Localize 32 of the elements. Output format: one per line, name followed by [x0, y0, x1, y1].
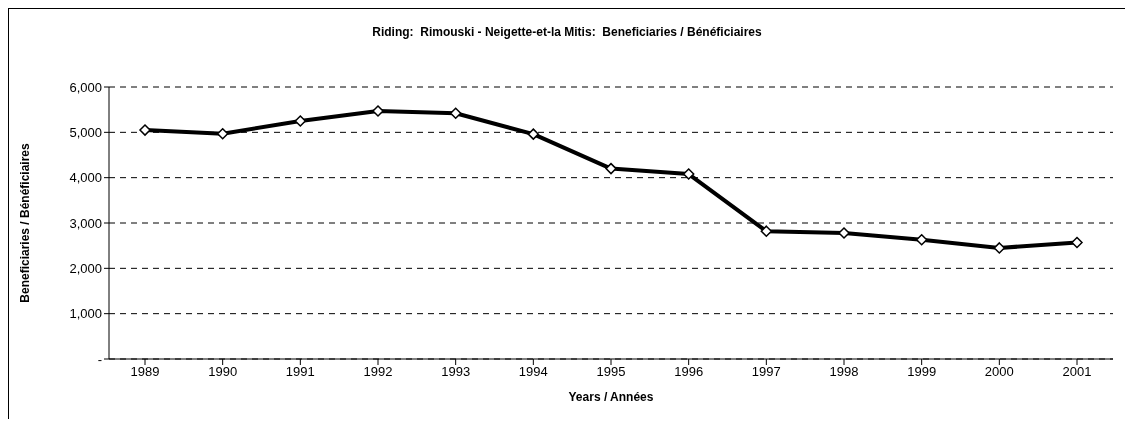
- x-tick-label: 1997: [751, 364, 781, 380]
- x-tick-label: 1999: [907, 364, 937, 380]
- chart-title: Riding: Rimouski - Neigette-et-la Mitis: Beneficiaries / Bénéficiaires: [371, 24, 763, 41]
- x-tick-label: 1998: [829, 364, 859, 380]
- y-tick-label: -: [97, 351, 102, 367]
- x-tick-label: 1993: [441, 364, 471, 380]
- y-tick-label: 4,000: [69, 170, 102, 186]
- point: [1071, 236, 1083, 249]
- point: [605, 162, 617, 175]
- y-axis-title: Beneficiaries / Bénéficiaires: [18, 142, 33, 303]
- x-tick-label: 1989: [130, 364, 160, 380]
- point: [139, 124, 151, 136]
- point: [294, 115, 307, 127]
- x-tick-label: 1991: [285, 364, 315, 380]
- point: [372, 105, 384, 117]
- x-tick-label: 2000: [984, 364, 1014, 380]
- point: [682, 168, 695, 180]
- x-tick-label: 1995: [596, 364, 626, 380]
- y-tick-label: 5,000: [69, 124, 102, 140]
- x-tick-label: 1996: [674, 364, 704, 380]
- y-tick-label: 3,000: [69, 215, 102, 231]
- y-tick-label: 1,000: [69, 306, 102, 322]
- x-tick-label: 1992: [363, 364, 393, 380]
- y-tick-label: 6,000: [69, 79, 102, 95]
- point: [527, 128, 540, 140]
- point: [993, 242, 1006, 254]
- x-tick-label: 1990: [208, 364, 238, 380]
- point: [838, 227, 850, 239]
- x-axis-title: Years / Années: [568, 390, 654, 404]
- x-tick-label: 2001: [1062, 364, 1092, 380]
- y-tick-label: 2,000: [69, 260, 102, 276]
- x-tick-label: 1994: [518, 364, 548, 380]
